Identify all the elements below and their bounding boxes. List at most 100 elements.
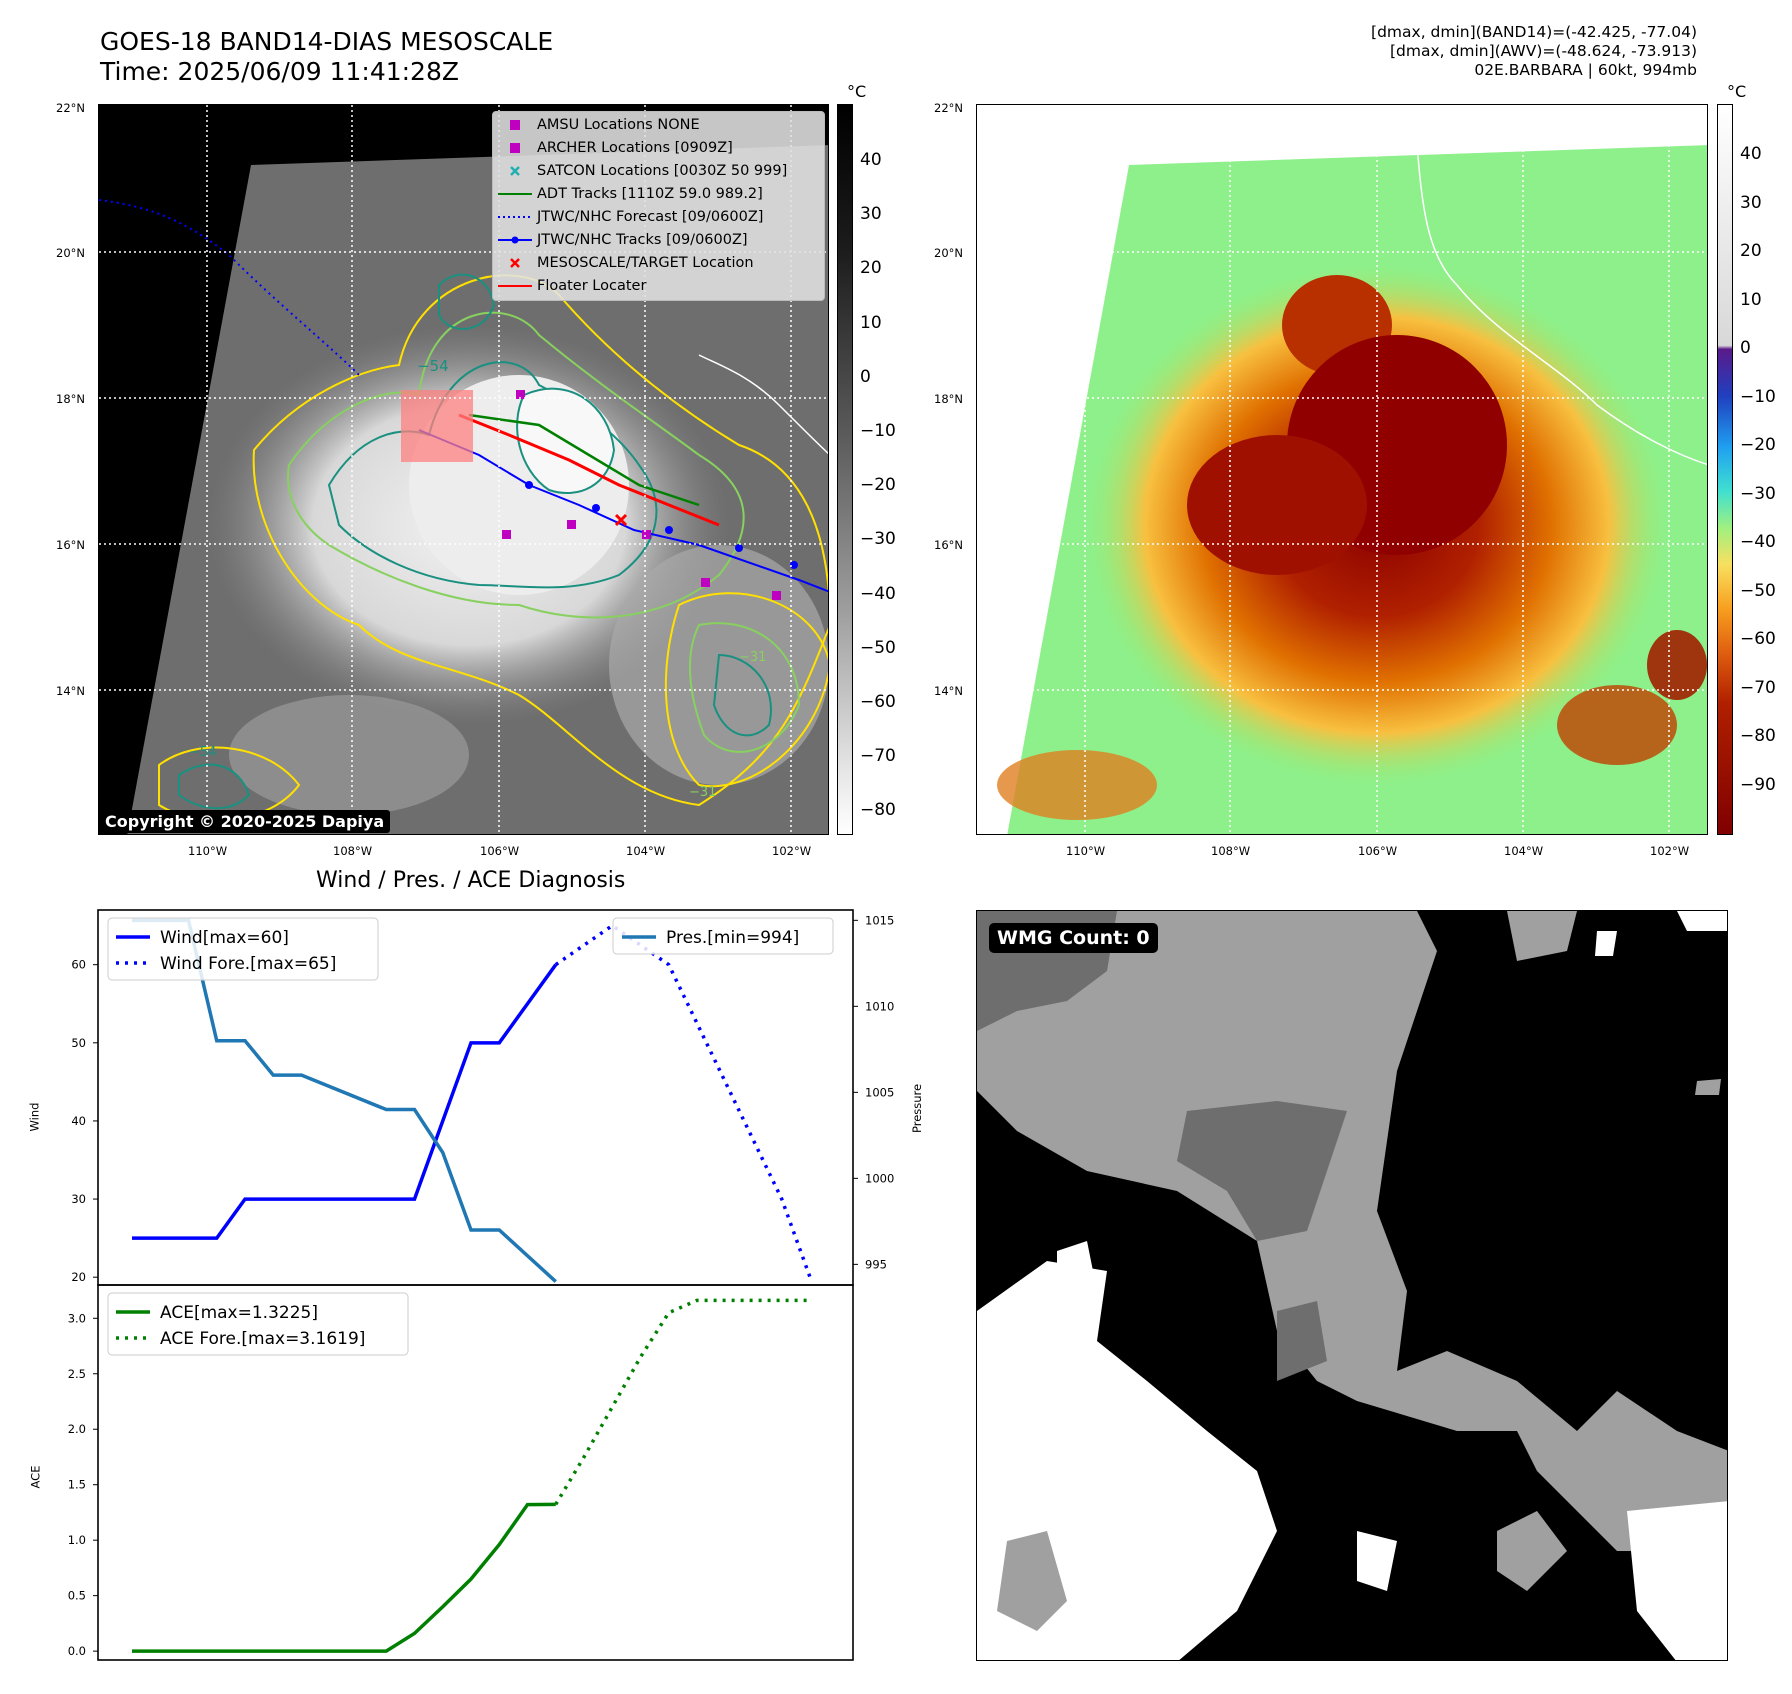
square-marker-icon bbox=[493, 143, 537, 153]
lat-tick: 18°N bbox=[56, 392, 85, 406]
colorbar-tick: −20 bbox=[1740, 435, 1776, 455]
legend-item: Floater Locater bbox=[493, 275, 646, 297]
title-product: GOES-18 BAND14-DIAS MESOSCALE bbox=[100, 27, 554, 56]
ace-chart: 0.0 0.5 1.0 1.5 2.0 2.5 3.0 ACE[max=1.3225] ACE … bbox=[68, 1284, 854, 1661]
color-colorbar-unit: °C bbox=[1727, 82, 1747, 101]
legend-label: Pres.[min=994] bbox=[666, 928, 799, 948]
line-icon bbox=[493, 283, 537, 289]
colorbar-tick: 40 bbox=[860, 150, 882, 170]
title-time: Time: 2025/06/09 11:41:28Z bbox=[100, 57, 459, 86]
colorbar-tick: −30 bbox=[1740, 483, 1776, 504]
legend-item: JTWC/NHC Forecast [09/0600Z] bbox=[493, 206, 763, 228]
y-tick-label: 1.0 bbox=[68, 1533, 86, 1547]
lon-tick: 104°W bbox=[626, 844, 666, 858]
x-marker-icon bbox=[493, 258, 537, 268]
band14-range: [dmax, dmin](BAND14)=(-42.425, -77.04) bbox=[1371, 23, 1697, 41]
x-marker-icon bbox=[493, 166, 537, 176]
ace-legend: ACE[max=1.3225] ACE Fore.[max=3.1619] bbox=[107, 1292, 409, 1356]
colorbar-tick: 20 bbox=[1740, 241, 1762, 261]
contour-label: −54 bbox=[417, 357, 449, 375]
lon-tick: 110°W bbox=[1066, 844, 1106, 858]
lon-tick: 110°W bbox=[188, 844, 228, 858]
legend-label: MESOSCALE/TARGET Location bbox=[537, 255, 754, 271]
legend-label: ACE Fore.[max=3.1619] bbox=[160, 1329, 365, 1349]
y-tick-label: 40 bbox=[71, 1114, 86, 1128]
legend-item: ADT Tracks [1110Z 59.0 989.2] bbox=[493, 183, 763, 205]
lat-tick: 16°N bbox=[56, 538, 85, 552]
line-icon bbox=[493, 191, 537, 197]
colorbar-tick: 20 bbox=[860, 258, 882, 279]
lat-tick: 22°N bbox=[56, 101, 85, 115]
wmg-image bbox=[977, 911, 1727, 1660]
contour-label: −31 bbox=[689, 785, 717, 800]
lat-tick: 14°N bbox=[56, 684, 85, 698]
color-map-panel bbox=[976, 104, 1708, 835]
line-dot-icon bbox=[493, 236, 537, 244]
y-tick-label: 0.0 bbox=[68, 1644, 86, 1658]
colorbar-tick: −40 bbox=[1740, 532, 1776, 552]
colorbar-tick: −10 bbox=[1740, 386, 1776, 407]
y-tick-label: 1.5 bbox=[68, 1478, 86, 1492]
y-tick-label: 30 bbox=[71, 1192, 86, 1206]
ir-map-image bbox=[99, 105, 828, 834]
lon-tick: 106°W bbox=[480, 844, 520, 858]
legend-label: Wind Fore.[max=65] bbox=[160, 954, 336, 974]
y-right-tick-label: 1005 bbox=[865, 1085, 894, 1099]
y-tick-label: 60 bbox=[71, 958, 86, 972]
y-right-tick-label: 1000 bbox=[865, 1171, 894, 1185]
y-tick-label: 2.0 bbox=[68, 1422, 86, 1436]
copyright-label: Copyright © 2020-2025 Dapiya bbox=[99, 810, 391, 833]
color-map-image bbox=[977, 105, 1707, 834]
series-line bbox=[554, 923, 812, 1278]
lat-tick: 20°N bbox=[56, 246, 85, 260]
y-tick-label: 20 bbox=[71, 1270, 86, 1284]
wind-axis-label: Wind bbox=[27, 1102, 42, 1132]
series-line bbox=[132, 918, 557, 1283]
colorbar-tick: 0 bbox=[1740, 338, 1751, 358]
plot-frame bbox=[97, 1284, 854, 1661]
colorbar-tick: 30 bbox=[1740, 192, 1762, 213]
legend-box bbox=[107, 917, 379, 981]
ir-map-panel: −54 −54 −31 −31 AMSU Locations NONE ARCH… bbox=[98, 104, 829, 835]
colorbar-tick: −10 bbox=[860, 421, 896, 441]
colorbar-tick: 40 bbox=[1740, 144, 1762, 164]
storm-info: [dmax, dmin](BAND14)=(-42.425, -77.04) [… bbox=[1371, 23, 1697, 80]
colorbar-tick: −40 bbox=[860, 583, 896, 604]
colorbar-tick: 30 bbox=[860, 204, 882, 225]
wmg-count-label: WMG Count: 0 bbox=[989, 923, 1158, 953]
legend-label: ADT Tracks [1110Z 59.0 989.2] bbox=[537, 186, 763, 202]
legend-item: SATCON Locations [0030Z 50 999] bbox=[493, 160, 787, 182]
colorbar-tick: −80 bbox=[1740, 726, 1776, 746]
lat-tick: 18°N bbox=[934, 392, 963, 406]
contour-label: −31 bbox=[739, 650, 767, 665]
color-colorbar bbox=[1717, 104, 1733, 835]
figure-title: GOES-18 BAND14-DIAS MESOSCALE Time: 2025… bbox=[100, 27, 553, 87]
legend-label: ARCHER Locations [0909Z] bbox=[537, 140, 733, 156]
lon-tick: 104°W bbox=[1504, 844, 1544, 858]
ace-axis-label: ACE bbox=[28, 1465, 43, 1489]
colorbar-tick: −50 bbox=[860, 637, 896, 658]
y-right-tick-label: 1010 bbox=[865, 999, 894, 1013]
legend-item: ARCHER Locations [0909Z] bbox=[493, 137, 733, 159]
series-line bbox=[554, 1298, 810, 1506]
colorbar-tick: −70 bbox=[1740, 677, 1776, 698]
wind-pressure-chart: 20 30 40 50 60 995 1000 1005 1010 1015 Wind[max=60… bbox=[71, 909, 894, 1286]
dotted-line-icon bbox=[493, 214, 537, 220]
lat-tick: 20°N bbox=[934, 246, 963, 260]
series-line bbox=[132, 963, 558, 1240]
series-line bbox=[132, 1502, 556, 1653]
colorbar-tick: −80 bbox=[860, 800, 896, 821]
legend-box bbox=[612, 917, 834, 955]
colorbar-tick: −20 bbox=[860, 475, 896, 496]
square-marker-icon bbox=[493, 120, 537, 130]
diagnosis-title: Wind / Pres. / ACE Diagnosis bbox=[316, 868, 626, 893]
y-tick-label: 3.0 bbox=[68, 1311, 86, 1325]
legend-label: Wind[max=60] bbox=[160, 928, 289, 948]
colorbar-tick: 0 bbox=[860, 366, 871, 387]
lon-tick: 102°W bbox=[1650, 844, 1690, 858]
legend-label: JTWC/NHC Forecast [09/0600Z] bbox=[537, 209, 764, 225]
pressure-axis-label: Pressure bbox=[910, 1083, 924, 1133]
y-tick-label: 2.5 bbox=[68, 1367, 86, 1381]
legend-label: AMSU Locations NONE bbox=[537, 117, 700, 133]
map-legend: AMSU Locations NONE ARCHER Locations [09… bbox=[492, 111, 825, 301]
